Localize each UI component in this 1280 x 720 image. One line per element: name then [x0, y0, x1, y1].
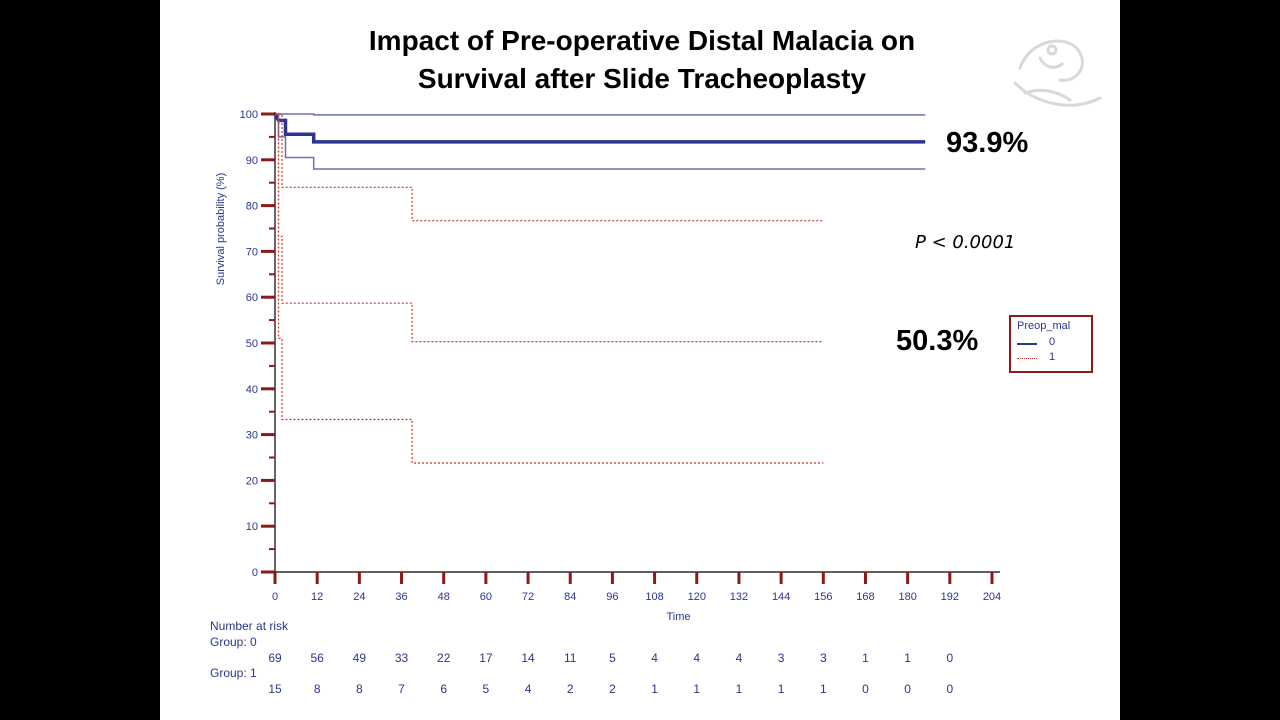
- risk-cell: 17: [479, 651, 493, 665]
- series-group1-lower-ci-line: [275, 113, 824, 464]
- risk-cell: 2: [566, 682, 574, 696]
- risk-cell: 2: [609, 682, 616, 696]
- x-tick-label: 96: [606, 591, 618, 603]
- risk-cell: 1: [651, 682, 658, 696]
- risk-cell: 4: [651, 651, 658, 665]
- x-tick-label: 180: [898, 591, 916, 603]
- x-tick-label: 60: [480, 591, 492, 603]
- risk-cell: 14: [521, 651, 535, 665]
- legend: Preop_mal 0 1: [1009, 315, 1093, 373]
- y-tick-label: 0: [252, 567, 258, 579]
- risk-row-group0: 69 56 49 33 22 17 14 11 5 4 4 4 3 3 1 1 0: [210, 651, 1030, 667]
- x-tick-label: 204: [983, 591, 1001, 603]
- series-group0-lower-ci-line: [275, 113, 926, 170]
- risk-cell: 0: [904, 682, 911, 696]
- risk-cell: 1: [819, 682, 827, 696]
- risk-cell: 15: [268, 682, 282, 696]
- series-group0-upper-ci-line: [275, 113, 926, 116]
- x-tick-label: 24: [353, 591, 365, 603]
- y-tick-label: 80: [246, 201, 258, 213]
- series-group1-estimate-line: [275, 113, 824, 343]
- x-tick-label: 120: [688, 591, 706, 603]
- series-group1-upper-ci-line: [275, 113, 824, 222]
- group1-survival-label: 50.3%: [896, 325, 979, 357]
- p-value-label: P < 0.0001: [915, 232, 1016, 253]
- y-tick-label: 60: [246, 292, 258, 304]
- legend-label-1: 1: [1049, 351, 1056, 363]
- risk-cell: 8: [356, 682, 363, 696]
- risk-cell: 22: [437, 651, 451, 665]
- y-axis-label: Survival probability (%): [215, 173, 227, 285]
- y-tick-label: 20: [246, 475, 258, 487]
- y-tick-label: 90: [246, 155, 258, 167]
- risk-table: Number at risk Group: 0 69 56 49 33 22 17 14 11…: [210, 619, 1030, 719]
- risk-cell: 5: [482, 682, 490, 696]
- risk-cell: 33: [394, 651, 409, 665]
- risk-cell: 3: [777, 651, 785, 665]
- risk-cell: 49: [352, 651, 367, 665]
- y-tick-label: 30: [246, 430, 258, 442]
- series-group0-estimate-line: [273, 113, 926, 144]
- legend-entry-0: 0: [1017, 336, 1087, 350]
- legend-title: Preop_mal: [1017, 320, 1071, 332]
- risk-cell: 0: [946, 651, 954, 665]
- x-tick-label: 48: [438, 591, 450, 603]
- x-tick-label: 144: [772, 591, 790, 603]
- risk-cell: 1: [777, 682, 785, 696]
- y-tick-label: 50: [246, 338, 258, 350]
- risk-cell: 4: [524, 682, 532, 696]
- x-tick-label: 108: [645, 591, 663, 603]
- x-tick-label: 84: [564, 591, 576, 603]
- risk-cell: 4: [735, 651, 743, 665]
- x-tick-label: 156: [814, 591, 832, 603]
- legend-entry-1: 1: [1017, 351, 1087, 365]
- risk-group0-label: Group: 0: [210, 635, 257, 649]
- risk-cell: 1: [735, 682, 743, 696]
- title-line-1: Impact of Pre-operative Distal Malacia o…: [368, 25, 916, 56]
- slide: Impact of Pre-operative Distal Malacia o…: [160, 0, 1120, 720]
- risk-cell: 56: [310, 651, 324, 665]
- risk-cell: 8: [313, 682, 321, 696]
- x-tick-label: 12: [311, 591, 323, 603]
- legend-line-solid: [1017, 343, 1037, 345]
- risk-cell: 3: [819, 651, 827, 665]
- x-tick-label: 72: [522, 591, 534, 603]
- x-axis-label: Time: [666, 611, 690, 623]
- y-tick-label: 100: [240, 109, 258, 121]
- risk-cell: 69: [268, 651, 282, 665]
- risk-cell: 1: [862, 651, 869, 665]
- watermark-logo: [1013, 39, 1102, 107]
- risk-group1-label: Group: 1: [210, 666, 257, 680]
- y-tick-label: 40: [246, 384, 258, 396]
- y-tick-label: 10: [246, 521, 258, 533]
- x-tick-label: 0: [272, 591, 278, 603]
- x-tick-label: 168: [856, 591, 874, 603]
- risk-cell: 11: [564, 651, 577, 665]
- risk-cell: 7: [398, 682, 405, 696]
- risk-table-title: Number at risk: [210, 619, 289, 633]
- risk-cell: 1: [904, 651, 911, 665]
- x-tick-label: 192: [941, 591, 959, 603]
- risk-cell: 0: [862, 682, 869, 696]
- risk-cell: 4: [693, 651, 701, 665]
- risk-cell: 1: [693, 682, 701, 696]
- slide-title: Impact of Pre-operative Distal Malacia o…: [200, 22, 1084, 98]
- risk-cell: 0: [946, 682, 954, 696]
- risk-cell: 6: [440, 682, 448, 696]
- x-tick-label: 36: [395, 591, 407, 603]
- risk-cell: 5: [609, 651, 616, 665]
- legend-line-dotted: [1017, 358, 1037, 359]
- y-tick-label: 70: [246, 246, 258, 258]
- title-line-2: Survival after Slide Tracheoplasty: [417, 63, 867, 94]
- group0-survival-label: 93.9%: [946, 127, 1029, 159]
- km-chart: 0 10 20 30 40 50 60 70 80 90 100 0 12 24 36 48 60 72 84 96 1…: [215, 109, 1001, 623]
- risk-row-group1: 15 8 8 7 6 5 4 2 2 1 1 1 1 1 0 0 0: [210, 682, 1030, 698]
- x-tick-label: 132: [730, 591, 748, 603]
- legend-label-0: 0: [1049, 336, 1056, 348]
